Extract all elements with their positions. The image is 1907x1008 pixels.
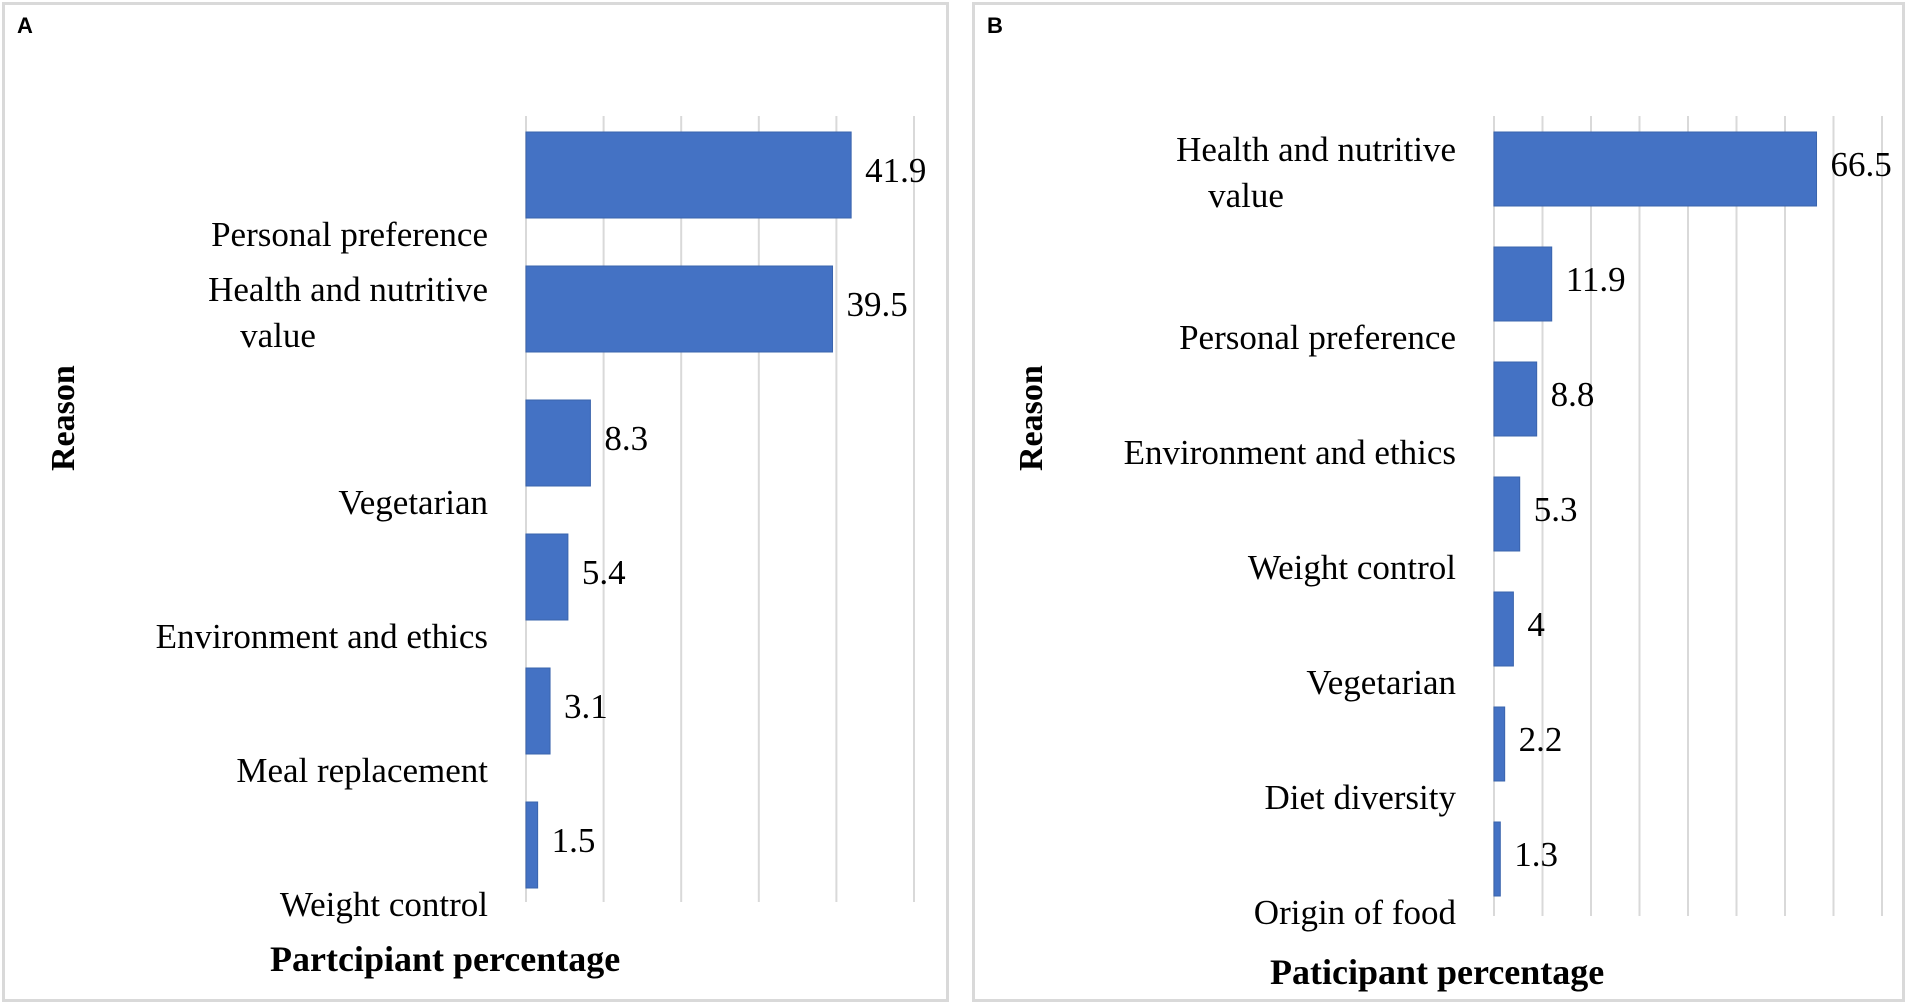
value-label-a-5: 1.5	[551, 821, 596, 860]
bar-a-5	[525, 801, 539, 889]
value-label-b-3: 5.3	[1533, 490, 1578, 529]
value-label-b-0: 66.5	[1830, 145, 1892, 184]
bar-b-5	[1493, 706, 1506, 782]
bar-b-2	[1493, 361, 1538, 437]
value-label-b-6: 1.3	[1514, 835, 1559, 874]
category-label-b-0: Health and nutritive value	[1176, 130, 1456, 215]
category-label-b-3: Weight control	[1247, 548, 1456, 587]
bar-a-0	[525, 131, 852, 219]
category-label-a-5: Weight control	[279, 885, 488, 924]
category-label-a-3: Environment and ethics	[155, 617, 488, 656]
category-label-a-2: Vegetarian	[338, 483, 488, 522]
bar-b-1	[1493, 246, 1553, 322]
category-label-b-5: Diet diversity	[1264, 778, 1457, 817]
bar-a-3	[525, 533, 569, 621]
category-label-b-6: Origin of food	[1253, 893, 1456, 932]
chart-b-xlabel: Paticipant percentage	[1270, 952, 1605, 992]
category-label-a-1: Health and nutritive value	[208, 270, 488, 355]
bar-b-6	[1493, 821, 1501, 897]
category-label-b-4: Vegetarian	[1306, 663, 1456, 702]
value-label-b-4: 4	[1527, 605, 1545, 644]
bar-a-4	[525, 667, 551, 755]
bar-b-0	[1493, 131, 1818, 207]
value-label-b-1: 11.9	[1565, 260, 1626, 299]
bar-b-3	[1493, 476, 1521, 552]
value-label-a-1: 39.5	[846, 285, 908, 324]
category-label-a-0: Personal preference	[211, 215, 488, 254]
chart-a-xlabel: Partcipiant percentage	[270, 939, 621, 979]
value-label-a-0: 41.9	[865, 151, 927, 190]
bar-a-1	[525, 265, 834, 353]
value-label-b-2: 8.8	[1550, 375, 1595, 414]
category-label-b-2: Environment and ethics	[1123, 433, 1456, 472]
category-label-a-4: Meal replacement	[236, 751, 488, 790]
value-label-a-2: 8.3	[604, 419, 649, 458]
value-label-b-5: 2.2	[1518, 720, 1563, 759]
panel-letter-b: B	[987, 13, 1003, 38]
category-label-b-1: Personal preference	[1179, 318, 1456, 357]
value-label-a-3: 5.4	[581, 553, 626, 592]
bar-b-4	[1493, 591, 1514, 667]
bar-a-2	[525, 399, 591, 487]
panel-letter-a: A	[17, 13, 33, 38]
value-label-a-4: 3.1	[564, 687, 608, 726]
